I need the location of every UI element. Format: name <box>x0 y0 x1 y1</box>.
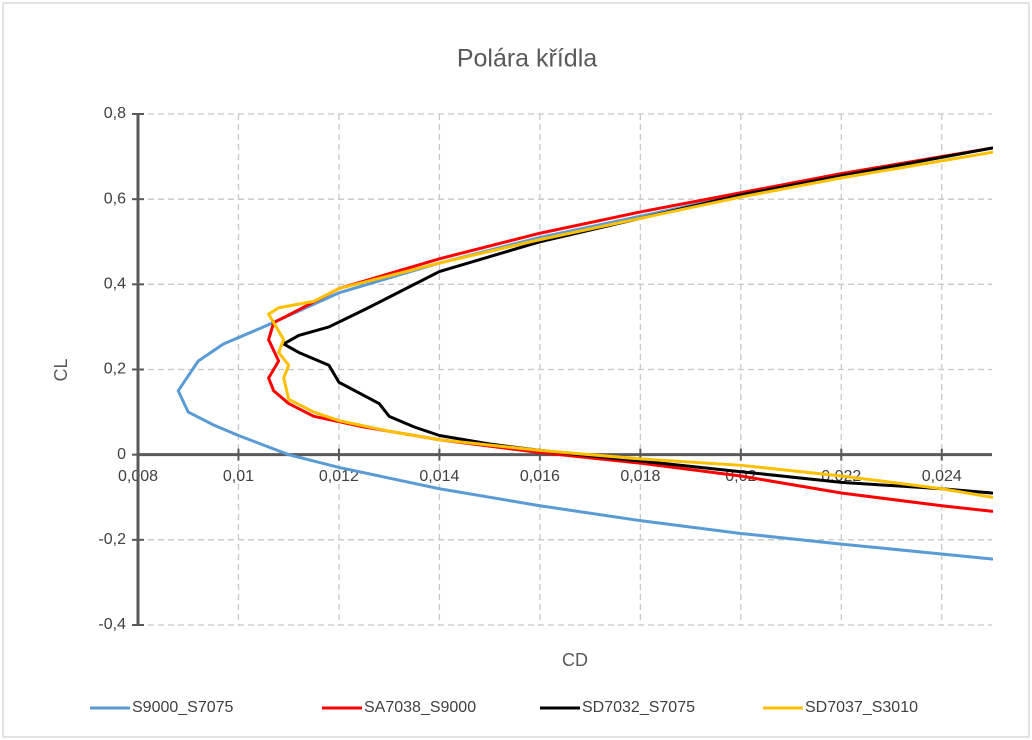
y-axis-title: CL <box>51 358 71 381</box>
series-line <box>282 146 993 495</box>
plot-area <box>176 146 993 561</box>
y-tick-label: 0 <box>117 446 126 463</box>
x-tick-label: 0,01 <box>223 468 254 485</box>
y-tick-label: -0,2 <box>98 531 126 548</box>
y-tick-label: 0,4 <box>104 276 126 293</box>
x-tick-label: 0,012 <box>319 468 359 485</box>
x-tick-label: 0,014 <box>419 468 459 485</box>
y-tick-label: 0,8 <box>104 105 126 122</box>
series-line <box>267 146 993 513</box>
series-line <box>267 150 993 499</box>
legend-label: S9000_S7075 <box>132 699 234 716</box>
y-tick-label: -0,4 <box>98 616 126 633</box>
x-tick-label: 0,024 <box>922 468 962 485</box>
chart-title: Polára křídla <box>457 45 597 73</box>
series-line <box>176 146 993 561</box>
legend-label: SD7037_S3010 <box>805 699 918 716</box>
x-tick-label: 0,018 <box>620 468 660 485</box>
x-axis-title: CD <box>562 650 588 670</box>
y-tick-label: 0,6 <box>104 190 126 207</box>
y-tick-label: 0,2 <box>104 361 126 378</box>
legend-label: SD7032_S7075 <box>582 699 695 716</box>
x-tick-label: 0,016 <box>520 468 560 485</box>
legend-label: SA7038_S9000 <box>364 699 476 716</box>
